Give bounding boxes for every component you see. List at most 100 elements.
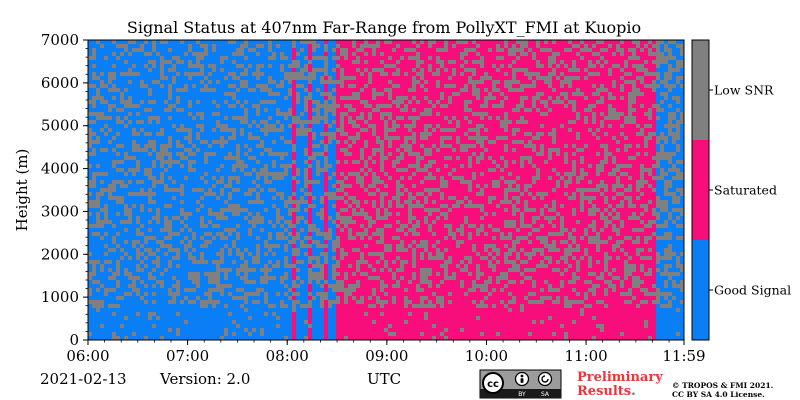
heatmap-cell [168,168,172,172]
heatmap-cell [120,124,124,128]
heatmap-cell [272,180,276,184]
heatmap-cell [200,64,204,68]
heatmap-cell [292,300,296,304]
heatmap-cell [180,328,184,332]
heatmap-cell [348,128,352,132]
heatmap-cell [324,232,328,236]
heatmap-cell [232,336,236,340]
heatmap-cell [280,316,284,320]
heatmap-cell [320,172,324,176]
heatmap-cell [148,220,152,224]
heatmap-cell [320,92,324,96]
heatmap-cell [264,320,268,324]
heatmap-cell [212,316,216,320]
heatmap-cell [340,172,344,176]
heatmap-cell [288,280,292,284]
heatmap-cell [92,184,96,188]
heatmap-cell [160,232,164,236]
heatmap-cell [100,68,104,72]
heatmap-cell [312,324,316,328]
heatmap-cell [248,144,252,148]
heatmap-cell [268,300,272,304]
heatmap-cell [280,128,284,132]
heatmap-cell [240,308,244,312]
heatmap-cell [112,76,116,80]
heatmap-cell [136,260,140,264]
heatmap-cell [304,44,308,48]
heatmap-cell [196,68,200,72]
heatmap-cell [108,64,112,68]
heatmap-cell [116,104,120,108]
heatmap-cell [292,80,296,84]
heatmap-cell [104,56,108,60]
heatmap-cell [280,44,284,48]
heatmap-cell [292,64,296,68]
heatmap-cell [236,192,240,196]
heatmap-cell [300,336,304,340]
heatmap-cell [180,220,184,224]
heatmap-cell [248,92,252,96]
heatmap-cell [100,236,104,240]
heatmap-cell [128,52,132,56]
heatmap-cell [216,268,220,272]
heatmap-cell [156,232,160,236]
heatmap-cell [292,312,296,316]
heatmap-cell [164,200,168,204]
heatmap-cell [204,236,208,240]
heatmap-cell [180,280,184,284]
heatmap-cell [188,268,192,272]
heatmap-cell [140,128,144,132]
heatmap-cell [280,100,284,104]
heatmap-cell [220,284,224,288]
heatmap-cell [344,84,348,88]
heatmap-cell [260,48,264,52]
heatmap-cell [160,100,164,104]
heatmap-cell [264,116,268,120]
heatmap-cell [296,292,300,296]
heatmap-cell [188,88,192,92]
heatmap-cell [260,72,264,76]
heatmap-cell [312,168,316,172]
heatmap-cell [136,172,140,176]
heatmap-cell [192,136,196,140]
heatmap-cell [96,220,100,224]
heatmap-cell [132,160,136,164]
heatmap-cell [100,216,104,220]
heatmap-cell [332,324,336,328]
heatmap-cell [292,48,296,52]
heatmap-cell [236,260,240,264]
heatmap-cell [96,268,100,272]
heatmap-cell [100,156,104,160]
heatmap-cell [124,96,128,100]
heatmap-cell [212,136,216,140]
heatmap-cell [216,148,220,152]
heatmap-cell [200,284,204,288]
heatmap-cell [284,204,288,208]
heatmap-cell [192,296,196,300]
heatmap-cell [348,52,352,56]
heatmap-cell [292,308,296,312]
heatmap-cell [140,44,144,48]
heatmap-cell [256,132,260,136]
heatmap-cell [348,116,352,120]
heatmap-cell [112,252,116,256]
heatmap-cell [220,64,224,68]
heatmap-cell [308,240,312,244]
heatmap-cell [228,44,232,48]
heatmap-cell [96,64,100,68]
heatmap-cell [308,316,312,320]
heatmap-cell [128,244,132,248]
heatmap-cell [120,252,124,256]
heatmap-cell [196,256,200,260]
heatmap-cell [232,316,236,320]
heatmap-cell [272,144,276,148]
heatmap-cell [204,320,208,324]
heatmap-cell [344,44,348,48]
heatmap-cell [236,172,240,176]
heatmap-cell [92,84,96,88]
heatmap-cell [128,140,132,144]
heatmap-cell [224,164,228,168]
heatmap-cell [112,144,116,148]
heatmap-cell [228,84,232,88]
heatmap-cell [320,220,324,224]
